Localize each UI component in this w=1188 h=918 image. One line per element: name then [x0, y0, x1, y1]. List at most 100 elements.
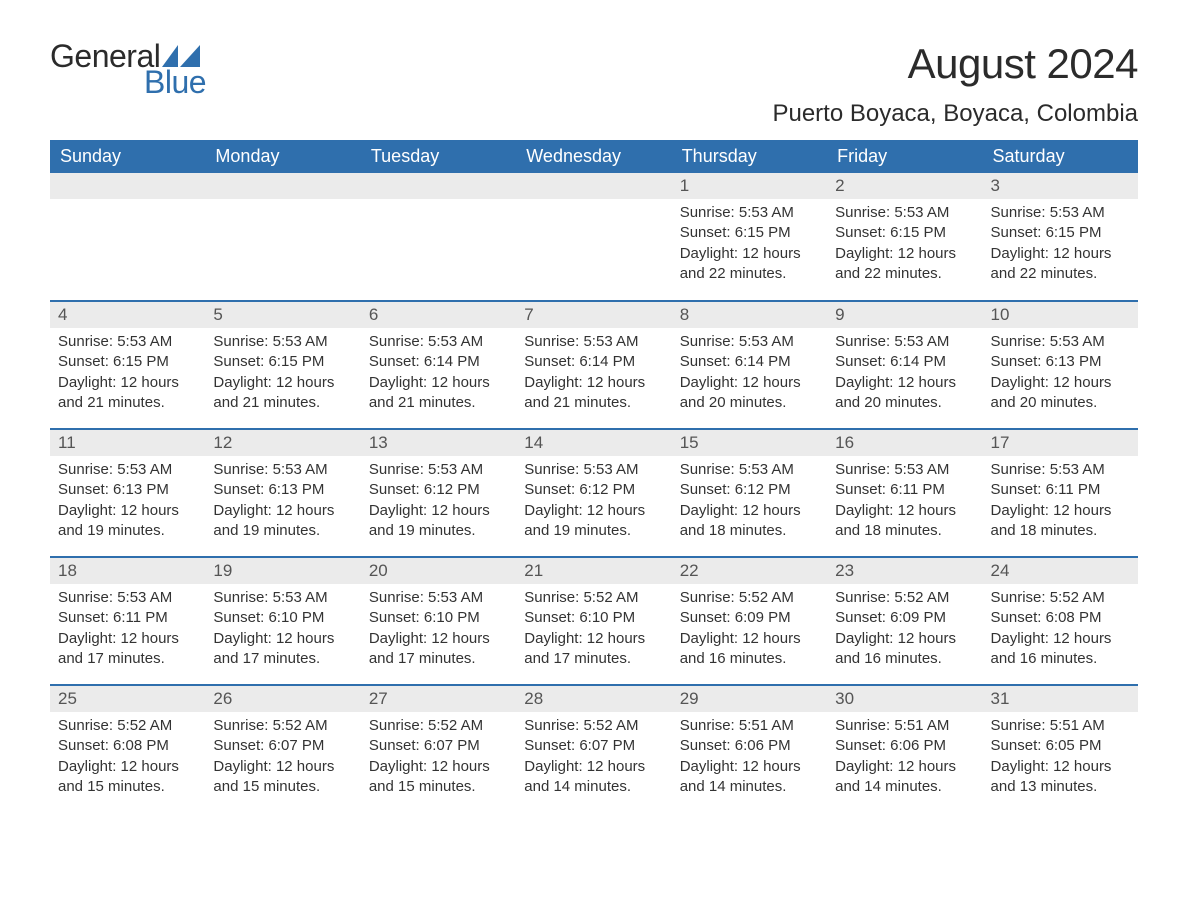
daylight-line: Daylight: 12 hours and 21 minutes.	[58, 373, 197, 414]
sunrise-value: 5:51 AM	[894, 717, 949, 734]
sunrise-value: 5:52 AM	[273, 717, 328, 734]
daylight-label: Daylight:	[991, 374, 1054, 391]
sunset-value: 6:09 PM	[735, 609, 791, 626]
sunrise-value: 5:53 AM	[1050, 204, 1105, 221]
sunrise-line: Sunrise: 5:52 AM	[680, 588, 819, 608]
day-details	[50, 199, 205, 213]
sunrise-value: 5:52 AM	[739, 589, 794, 606]
sunset-label: Sunset:	[524, 353, 579, 370]
sunrise-label: Sunrise:	[680, 717, 739, 734]
day-number: 17	[983, 430, 1138, 456]
day-number: 27	[361, 686, 516, 712]
calendar-day-cell: 25Sunrise: 5:52 AMSunset: 6:08 PMDayligh…	[50, 685, 205, 813]
sunset-label: Sunset:	[835, 609, 890, 626]
sunset-value: 6:12 PM	[735, 481, 791, 498]
sunset-label: Sunset:	[991, 481, 1046, 498]
daylight-label: Daylight:	[58, 630, 121, 647]
sunrise-value: 5:53 AM	[273, 461, 328, 478]
daylight-line: Daylight: 12 hours and 15 minutes.	[369, 757, 508, 798]
sunrise-value: 5:53 AM	[117, 461, 172, 478]
calendar-day-cell	[361, 173, 516, 301]
sunrise-label: Sunrise:	[58, 589, 117, 606]
day-number: 5	[205, 302, 360, 328]
day-details: Sunrise: 5:52 AMSunset: 6:09 PMDaylight:…	[672, 584, 827, 679]
sunset-line: Sunset: 6:07 PM	[369, 736, 508, 756]
calendar-day-cell: 1Sunrise: 5:53 AMSunset: 6:15 PMDaylight…	[672, 173, 827, 301]
day-number	[205, 173, 360, 199]
calendar-week-row: 11Sunrise: 5:53 AMSunset: 6:13 PMDayligh…	[50, 429, 1138, 557]
sunset-value: 6:14 PM	[424, 353, 480, 370]
daylight-line: Daylight: 12 hours and 13 minutes.	[991, 757, 1130, 798]
sunrise-value: 5:53 AM	[583, 461, 638, 478]
daylight-label: Daylight:	[991, 245, 1054, 262]
daylight-line: Daylight: 12 hours and 15 minutes.	[213, 757, 352, 798]
weekday-header: Friday	[827, 140, 982, 173]
daylight-label: Daylight:	[680, 758, 743, 775]
day-details: Sunrise: 5:51 AMSunset: 6:06 PMDaylight:…	[672, 712, 827, 807]
sunrise-label: Sunrise:	[58, 717, 117, 734]
day-number: 4	[50, 302, 205, 328]
calendar-day-cell	[50, 173, 205, 301]
daylight-label: Daylight:	[680, 374, 743, 391]
calendar-day-cell: 5Sunrise: 5:53 AMSunset: 6:15 PMDaylight…	[205, 301, 360, 429]
sunrise-value: 5:53 AM	[739, 333, 794, 350]
day-number: 28	[516, 686, 671, 712]
sunrise-label: Sunrise:	[991, 461, 1050, 478]
sunset-value: 6:15 PM	[735, 224, 791, 241]
daylight-label: Daylight:	[213, 374, 276, 391]
sunrise-line: Sunrise: 5:53 AM	[213, 460, 352, 480]
sunrise-line: Sunrise: 5:52 AM	[213, 716, 352, 736]
day-details: Sunrise: 5:53 AMSunset: 6:14 PMDaylight:…	[827, 328, 982, 423]
weekday-header: Tuesday	[361, 140, 516, 173]
sunrise-line: Sunrise: 5:52 AM	[524, 588, 663, 608]
day-number: 29	[672, 686, 827, 712]
sunrise-line: Sunrise: 5:53 AM	[991, 203, 1130, 223]
daylight-label: Daylight:	[524, 630, 587, 647]
calendar-day-cell: 11Sunrise: 5:53 AMSunset: 6:13 PMDayligh…	[50, 429, 205, 557]
day-details: Sunrise: 5:53 AMSunset: 6:10 PMDaylight:…	[205, 584, 360, 679]
daylight-line: Daylight: 12 hours and 19 minutes.	[58, 501, 197, 542]
weekday-header: Saturday	[983, 140, 1138, 173]
sunset-line: Sunset: 6:14 PM	[369, 352, 508, 372]
sunset-value: 6:13 PM	[113, 481, 169, 498]
daylight-line: Daylight: 12 hours and 17 minutes.	[369, 629, 508, 670]
daylight-label: Daylight:	[680, 245, 743, 262]
sunset-line: Sunset: 6:09 PM	[835, 608, 974, 628]
daylight-line: Daylight: 12 hours and 22 minutes.	[991, 244, 1130, 285]
day-details: Sunrise: 5:53 AMSunset: 6:15 PMDaylight:…	[827, 199, 982, 294]
sunset-label: Sunset:	[991, 609, 1046, 626]
sunrise-value: 5:51 AM	[739, 717, 794, 734]
calendar-day-cell: 19Sunrise: 5:53 AMSunset: 6:10 PMDayligh…	[205, 557, 360, 685]
day-details: Sunrise: 5:51 AMSunset: 6:05 PMDaylight:…	[983, 712, 1138, 807]
day-number: 24	[983, 558, 1138, 584]
sunset-line: Sunset: 6:15 PM	[680, 223, 819, 243]
weekday-header: Sunday	[50, 140, 205, 173]
daylight-label: Daylight:	[58, 502, 121, 519]
sunrise-line: Sunrise: 5:53 AM	[680, 203, 819, 223]
day-details: Sunrise: 5:53 AMSunset: 6:10 PMDaylight:…	[361, 584, 516, 679]
sunset-label: Sunset:	[524, 609, 579, 626]
calendar-day-cell: 3Sunrise: 5:53 AMSunset: 6:15 PMDaylight…	[983, 173, 1138, 301]
day-number: 21	[516, 558, 671, 584]
daylight-line: Daylight: 12 hours and 18 minutes.	[991, 501, 1130, 542]
day-details: Sunrise: 5:53 AMSunset: 6:14 PMDaylight:…	[361, 328, 516, 423]
logo-sail-icon	[162, 45, 200, 67]
daylight-label: Daylight:	[369, 630, 432, 647]
sunrise-value: 5:53 AM	[583, 333, 638, 350]
sunset-value: 6:15 PM	[1046, 224, 1102, 241]
daylight-line: Daylight: 12 hours and 21 minutes.	[524, 373, 663, 414]
sunset-value: 6:14 PM	[579, 353, 635, 370]
sunrise-label: Sunrise:	[213, 717, 272, 734]
sunrise-line: Sunrise: 5:53 AM	[213, 332, 352, 352]
sunrise-value: 5:52 AM	[428, 717, 483, 734]
daylight-label: Daylight:	[369, 502, 432, 519]
daylight-line: Daylight: 12 hours and 18 minutes.	[835, 501, 974, 542]
daylight-label: Daylight:	[835, 502, 898, 519]
calendar-day-cell: 20Sunrise: 5:53 AMSunset: 6:10 PMDayligh…	[361, 557, 516, 685]
daylight-line: Daylight: 12 hours and 15 minutes.	[58, 757, 197, 798]
daylight-line: Daylight: 12 hours and 20 minutes.	[835, 373, 974, 414]
weekday-header: Wednesday	[516, 140, 671, 173]
sunset-value: 6:09 PM	[890, 609, 946, 626]
daylight-line: Daylight: 12 hours and 14 minutes.	[835, 757, 974, 798]
sunrise-line: Sunrise: 5:52 AM	[369, 716, 508, 736]
